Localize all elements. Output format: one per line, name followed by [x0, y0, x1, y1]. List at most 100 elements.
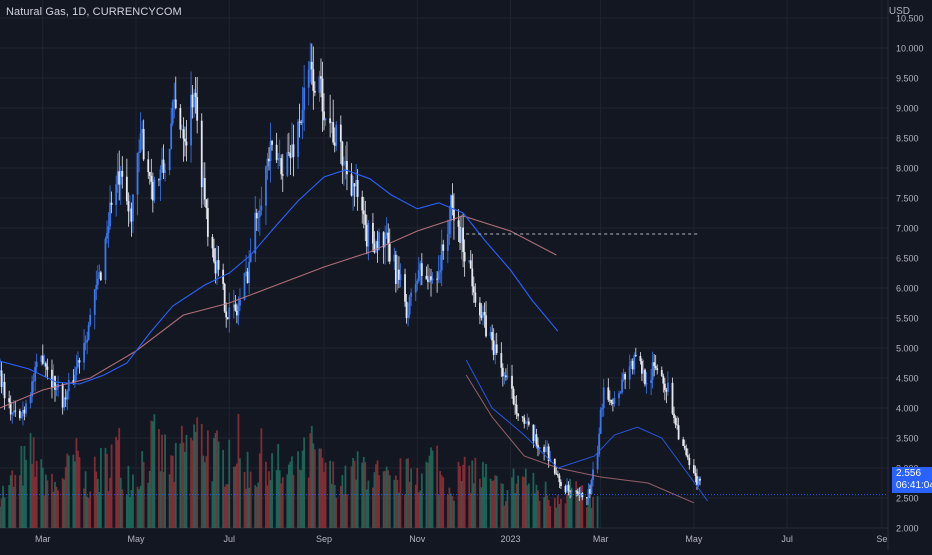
candle-body — [139, 133, 142, 152]
candle-body — [651, 362, 654, 380]
x-tick-label: 2023 — [500, 534, 520, 544]
candle-body — [420, 263, 423, 276]
volume-bar — [110, 444, 113, 528]
candle-body — [621, 379, 623, 393]
volume-bar — [78, 457, 81, 528]
volume-bar — [51, 473, 53, 528]
candle-body — [25, 403, 27, 414]
volume-bar — [388, 475, 391, 528]
candle-body — [40, 355, 43, 362]
candle-body — [430, 276, 432, 281]
candle-body — [110, 202, 113, 206]
volume-bar — [22, 485, 24, 528]
volume-bar — [300, 470, 302, 528]
volume-bar — [303, 437, 306, 528]
candle-body — [393, 254, 396, 262]
candle-body — [329, 118, 332, 124]
candle-body — [436, 278, 439, 280]
volume-bar — [526, 485, 529, 528]
volume-bar — [350, 466, 353, 528]
candle-body — [342, 164, 345, 166]
volume-bar — [142, 461, 145, 528]
volume-bar — [246, 451, 249, 528]
volume-bar — [440, 475, 443, 528]
candle-body — [428, 276, 431, 282]
candle-body — [121, 170, 124, 177]
volume-bar — [0, 506, 1, 528]
candle-body — [663, 383, 666, 390]
candle-body — [255, 212, 258, 219]
volume-bar — [104, 447, 107, 528]
candle-body — [66, 391, 69, 400]
volume-bar — [489, 478, 492, 528]
candle-body — [3, 381, 6, 399]
candle-body — [333, 142, 336, 146]
volume-bar — [125, 494, 128, 528]
candle-body — [14, 410, 17, 412]
volume-bar — [589, 497, 591, 528]
volume-bar — [471, 460, 474, 528]
volume-bar — [512, 468, 515, 528]
candle-body — [265, 166, 267, 206]
candle-body — [147, 159, 150, 173]
volume-bar — [515, 483, 518, 528]
candle-body — [686, 455, 689, 458]
candle-body — [0, 370, 1, 372]
volume-bar — [289, 461, 292, 528]
x-tick-label: Sep — [316, 534, 332, 544]
candle-body — [194, 92, 197, 97]
volume-bar — [416, 467, 419, 528]
candle-body — [292, 144, 295, 157]
candle-body — [8, 398, 11, 403]
x-tick-label: Se — [876, 534, 887, 544]
candle-body — [405, 301, 408, 319]
candle-body — [592, 469, 594, 481]
candle-body — [84, 342, 87, 344]
candle-body — [639, 355, 642, 361]
volume-bar — [41, 467, 44, 528]
volume-bar — [243, 472, 246, 528]
candle-body — [453, 209, 455, 221]
candle-body — [653, 362, 656, 366]
candle-body — [148, 172, 151, 176]
candle-body — [150, 175, 153, 182]
candle-body — [619, 392, 622, 394]
x-tick-label: Jul — [781, 534, 793, 544]
candle-body — [610, 399, 613, 403]
candle-body — [99, 272, 102, 280]
volume-bar — [211, 481, 214, 528]
volume-bar — [537, 490, 539, 528]
volume-bar — [570, 487, 573, 528]
x-tick-label: May — [128, 534, 146, 544]
volume-bar — [136, 486, 139, 528]
volume-bar — [569, 478, 571, 528]
candle-body — [440, 244, 443, 271]
candle-body — [180, 129, 183, 131]
volume-bar — [66, 453, 69, 528]
candle-body — [254, 212, 257, 254]
volume-bar — [575, 481, 578, 528]
candle-body — [54, 375, 56, 390]
candle-body — [32, 380, 35, 382]
candle-body — [641, 360, 643, 374]
candle-body — [596, 454, 599, 470]
candle-body — [667, 382, 669, 392]
symbol-legend[interactable]: Natural Gas, 1D, CURRENCYCOM — [6, 6, 182, 18]
volume-bar — [43, 495, 46, 528]
volume-bar — [164, 434, 166, 528]
candle-body — [373, 243, 376, 253]
candle-body — [404, 274, 406, 302]
volume-bar — [158, 429, 160, 528]
candle-body — [462, 227, 465, 253]
y-tick-label: 3.500 — [896, 434, 919, 444]
candle-body — [673, 413, 675, 419]
volume-bar — [459, 466, 461, 528]
candle-body — [564, 485, 567, 493]
volume-bar — [330, 483, 333, 528]
x-tick-label: Mar — [593, 534, 609, 544]
volume-bar — [67, 455, 70, 528]
candle-body — [184, 138, 186, 142]
candle-body — [671, 382, 674, 414]
